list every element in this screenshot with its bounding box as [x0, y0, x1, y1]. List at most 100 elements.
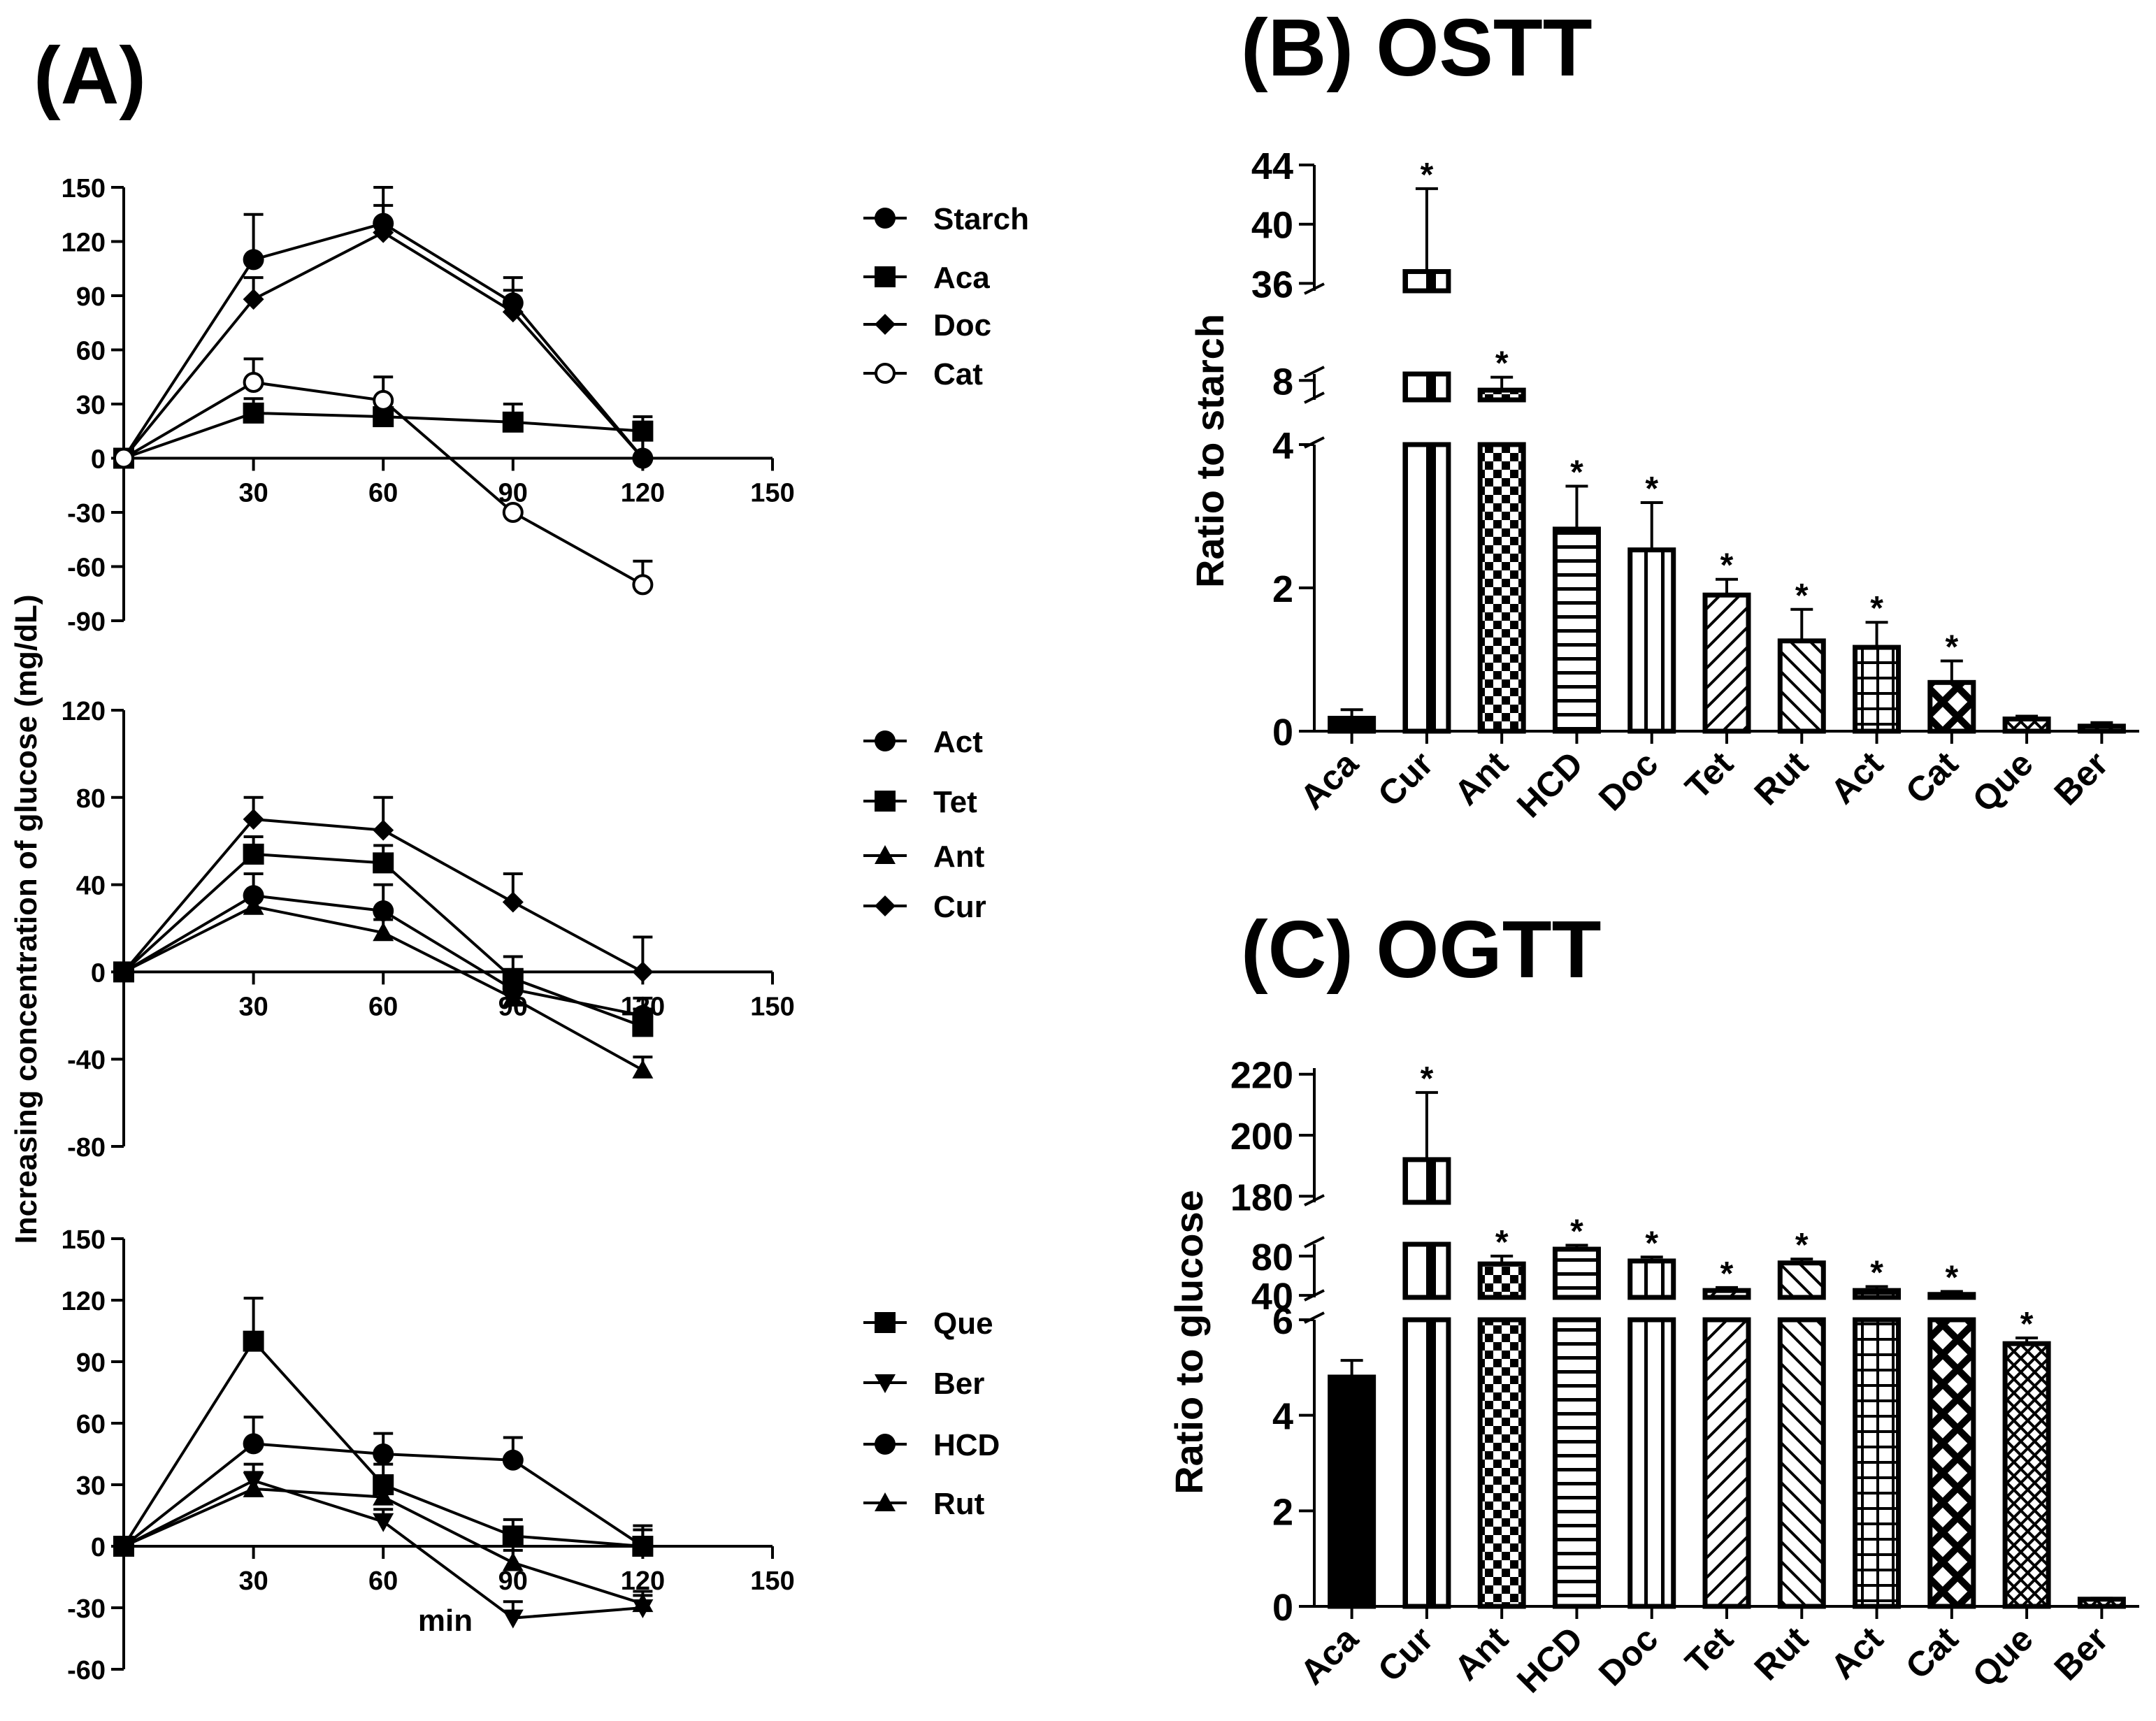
x-tick-label: 60 — [368, 1567, 398, 1596]
series-que: Que — [113, 1297, 993, 1557]
bar-segment — [1477, 1317, 1526, 1609]
bar-segment — [1402, 371, 1451, 403]
significance-star: * — [1495, 1224, 1509, 1261]
data-point — [632, 1059, 654, 1079]
bar-segment — [1702, 592, 1751, 734]
x-tick-label: 30 — [238, 479, 268, 508]
data-point — [373, 922, 394, 942]
y-tick-label: 220 — [1230, 1055, 1293, 1097]
panel-c-ylabel: Ratio to glucose — [1167, 1190, 1211, 1495]
panel-b-ylabel: Ratio to starch — [1188, 314, 1232, 588]
y-tick-label: -40 — [67, 1046, 106, 1075]
legend-marker — [875, 1374, 896, 1393]
significance-star: * — [1421, 1060, 1434, 1097]
data-point — [373, 1486, 394, 1506]
bar-hcd: * — [1552, 1213, 1601, 1609]
y-tick-label: 0 — [1272, 712, 1293, 754]
data-point — [113, 447, 134, 469]
panel-a-xlabel: min — [418, 1604, 473, 1638]
significance-star: * — [1421, 157, 1434, 194]
significance-star: * — [1870, 1255, 1883, 1292]
data-point — [113, 1536, 134, 1555]
y-tick-label: -30 — [67, 499, 106, 528]
bar-segment — [1552, 1246, 1601, 1300]
x-tick-label: Doc — [1591, 1619, 1665, 1693]
x-tick-label: Rut — [1747, 1619, 1816, 1688]
legend-label: HCD — [933, 1428, 1000, 1462]
bar-segment — [1402, 1157, 1451, 1205]
bar-rut: * — [1777, 1227, 1826, 1609]
data-point — [502, 1449, 524, 1471]
x-tick-label: Tet — [1678, 744, 1741, 807]
bar-hcd: * — [1552, 454, 1601, 734]
bar-segment — [1777, 638, 1826, 734]
bar-act: * — [1853, 590, 1902, 734]
x-tick-label: Cat — [1898, 1619, 1966, 1687]
y-tick-label: 0 — [91, 958, 106, 988]
bar-act: * — [1853, 1255, 1902, 1609]
x-tick-label: Act — [1823, 1619, 1891, 1687]
y-tick-label: 8 — [1272, 361, 1293, 403]
x-tick-label: Que — [1965, 1619, 2041, 1694]
x-tick-label: 150 — [750, 479, 794, 508]
bar-segment — [1777, 1260, 1826, 1300]
legend-label: Cat — [933, 357, 983, 391]
y-tick-label: 120 — [62, 697, 106, 726]
legend-marker — [875, 314, 896, 335]
bar-segment — [1927, 1317, 1976, 1609]
y-tick-label: 200 — [1230, 1116, 1293, 1158]
data-point — [243, 843, 264, 865]
data-point — [243, 1330, 264, 1352]
legend-label: Ant — [933, 840, 985, 874]
bar-segment — [2002, 1341, 2051, 1609]
y-tick-label: 2 — [1272, 1491, 1293, 1533]
data-point — [632, 1536, 654, 1557]
x-tick-label: 150 — [750, 992, 794, 1021]
bar-que — [2002, 714, 2051, 734]
panel-a-title: (A) — [34, 30, 146, 121]
bar-segment — [1853, 1317, 1902, 1609]
data-point — [632, 574, 654, 596]
x-tick-label: 30 — [238, 992, 268, 1021]
y-tick-label: 60 — [76, 1410, 106, 1439]
y-tick-label: 120 — [62, 229, 106, 258]
data-point — [632, 447, 654, 469]
y-tick-label: 80 — [1251, 1237, 1293, 1279]
legend-label: Doc — [933, 308, 991, 343]
data-point — [502, 1525, 524, 1547]
legend-label: Starch — [933, 202, 1029, 236]
y-tick-label: 60 — [76, 337, 106, 366]
x-tick-label: Cur — [1370, 744, 1440, 814]
y-tick-label: 30 — [76, 391, 106, 420]
bar-que: * — [2002, 1306, 2051, 1609]
bar-segment — [1477, 1261, 1526, 1300]
legend-label: Que — [933, 1306, 993, 1341]
data-point — [243, 289, 264, 310]
axis-break-mark — [1304, 1311, 1325, 1324]
data-point — [243, 1478, 264, 1497]
data-point — [373, 900, 394, 922]
legend-label: Rut — [933, 1487, 985, 1521]
bar-tet: * — [1702, 1255, 1751, 1609]
legend-marker — [875, 791, 896, 812]
legend-marker — [875, 845, 896, 864]
legend-label: Act — [933, 725, 983, 759]
data-point — [243, 402, 264, 424]
series-act: Act — [113, 725, 983, 1026]
y-tick-label: 90 — [76, 1348, 106, 1378]
data-point — [502, 1609, 524, 1629]
panel-b-bar-chart: 0 2 4 8 36 40 44 Aca * Cur * Ant * HCD * Doc * Tet * Rut * Ac… — [1251, 145, 2139, 825]
significance-star: * — [2020, 1306, 2034, 1343]
bar-rut: * — [1777, 577, 1826, 734]
bar-aca — [1328, 1359, 1377, 1609]
data-point — [373, 389, 394, 411]
bar-tet: * — [1702, 547, 1751, 734]
data-point — [373, 852, 394, 874]
x-tick-label: 30 — [238, 1567, 268, 1596]
legend-marker — [875, 1492, 896, 1511]
series-ant: Ant — [113, 840, 985, 1079]
bar-ber — [2077, 721, 2126, 734]
panel-a-line-charts: 150 120 90 60 30 0 -30 -60 -90 30 60 90 120 150 Starch… — [62, 174, 1029, 1685]
